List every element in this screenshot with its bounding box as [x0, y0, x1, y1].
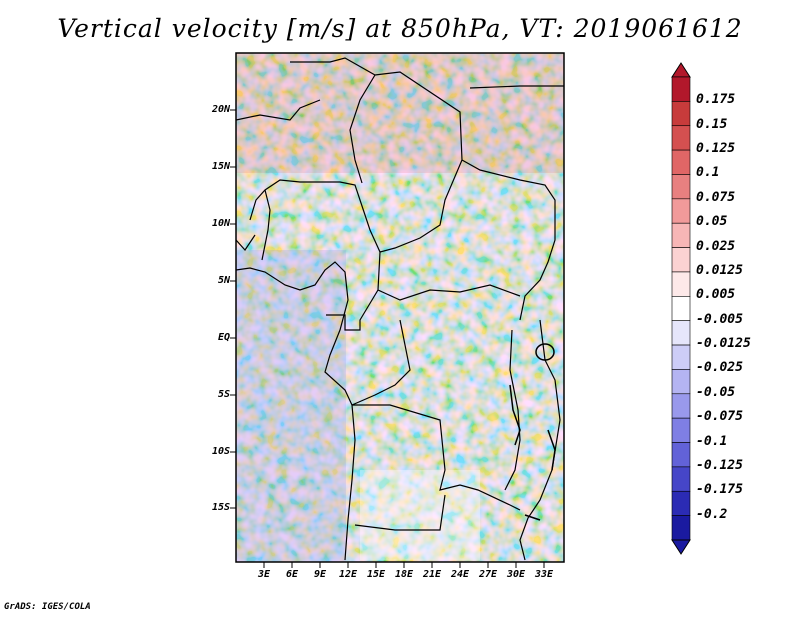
- colorbar-swatch: [671, 174, 691, 200]
- colorbar-swatch: [671, 320, 691, 346]
- colorbar-swatch: [671, 149, 691, 175]
- colorbar-label: -0.025: [696, 360, 743, 376]
- colorbar-swatch: [671, 222, 691, 248]
- lat-label-eq: EQ: [217, 332, 230, 343]
- lon-label-21e: 21E: [422, 569, 442, 580]
- colorbar-label: 0.0125: [696, 262, 743, 278]
- chart-title: Vertical velocity [m/s] at 850hPa, VT: 2…: [57, 14, 743, 43]
- colorbar-swatch: [671, 125, 691, 151]
- colorbar-swatch: [671, 515, 691, 541]
- velocity-field: [236, 53, 564, 562]
- colorbar-swatch: [671, 198, 691, 224]
- colorbar-swatch: [671, 466, 691, 492]
- lon-label-6e: 6E: [285, 569, 299, 580]
- lon-label-15e: 15E: [366, 569, 386, 580]
- lat-label-10s: 10S: [211, 446, 230, 457]
- colorbar-swatch: [671, 393, 691, 419]
- country-borders: [236, 57, 564, 561]
- colorbar-label: 0.125: [696, 141, 736, 157]
- colorbar-arrow-top: [671, 62, 691, 78]
- lat-label-10n: 10N: [211, 218, 230, 229]
- lon-label-3e: 3E: [257, 569, 271, 580]
- colorbar-label: -0.2: [696, 506, 728, 522]
- colorbar-label: -0.125: [696, 457, 743, 473]
- lon-label-12e: 12E: [338, 569, 358, 580]
- plot-frame: [235, 52, 565, 563]
- colorbar-arrow-bottom: [671, 539, 691, 555]
- colorbar-swatch: [671, 271, 691, 297]
- lat-label-5s: 5S: [217, 389, 230, 400]
- colorbar-label: 0.075: [696, 189, 736, 205]
- colorbar-label: -0.0125: [696, 336, 751, 352]
- lat-label-20n: 20N: [211, 104, 230, 115]
- lon-label-18e: 18E: [394, 569, 414, 580]
- colorbar-label: 0.05: [696, 214, 728, 230]
- colorbar-swatch: [671, 76, 691, 102]
- colorbar-label: -0.1: [696, 433, 728, 449]
- axis-ticks: [230, 109, 545, 568]
- lon-label-24e: 24E: [450, 569, 470, 580]
- colorbar-label: 0.005: [696, 287, 736, 303]
- colorbar-label: 0.1: [696, 165, 720, 181]
- colorbar-swatch: [671, 101, 691, 127]
- colorbar-label: 0.025: [696, 238, 736, 254]
- colorbar-swatch: [671, 417, 691, 443]
- lat-label-15n: 15N: [211, 161, 230, 172]
- colorbar-swatch: [671, 247, 691, 273]
- colorbar-label: -0.075: [696, 409, 743, 425]
- lakes: [509, 343, 556, 521]
- colorbar-label: -0.05: [696, 384, 736, 400]
- colorbar-label: -0.005: [696, 311, 743, 327]
- colorbar-label: 0.175: [696, 92, 736, 108]
- lon-label-33e: 33E: [534, 569, 554, 580]
- lon-label-9e: 9E: [313, 569, 327, 580]
- lat-label-15s: 15S: [211, 502, 230, 513]
- colorbar-swatch: [671, 296, 691, 321]
- colorbar-swatch: [671, 344, 691, 370]
- lon-label-30e: 30E: [506, 569, 526, 580]
- lat-label-5n: 5N: [217, 275, 230, 286]
- colorbar-swatch: [671, 490, 691, 516]
- colorbar-label: -0.175: [696, 482, 743, 498]
- grads-credit: GrADS: IGES/COLA: [4, 602, 91, 612]
- colorbar-swatch: [671, 442, 691, 468]
- colorbar-label: 0.15: [696, 116, 728, 132]
- colorbar-swatch: [671, 369, 691, 395]
- lon-label-27e: 27E: [478, 569, 498, 580]
